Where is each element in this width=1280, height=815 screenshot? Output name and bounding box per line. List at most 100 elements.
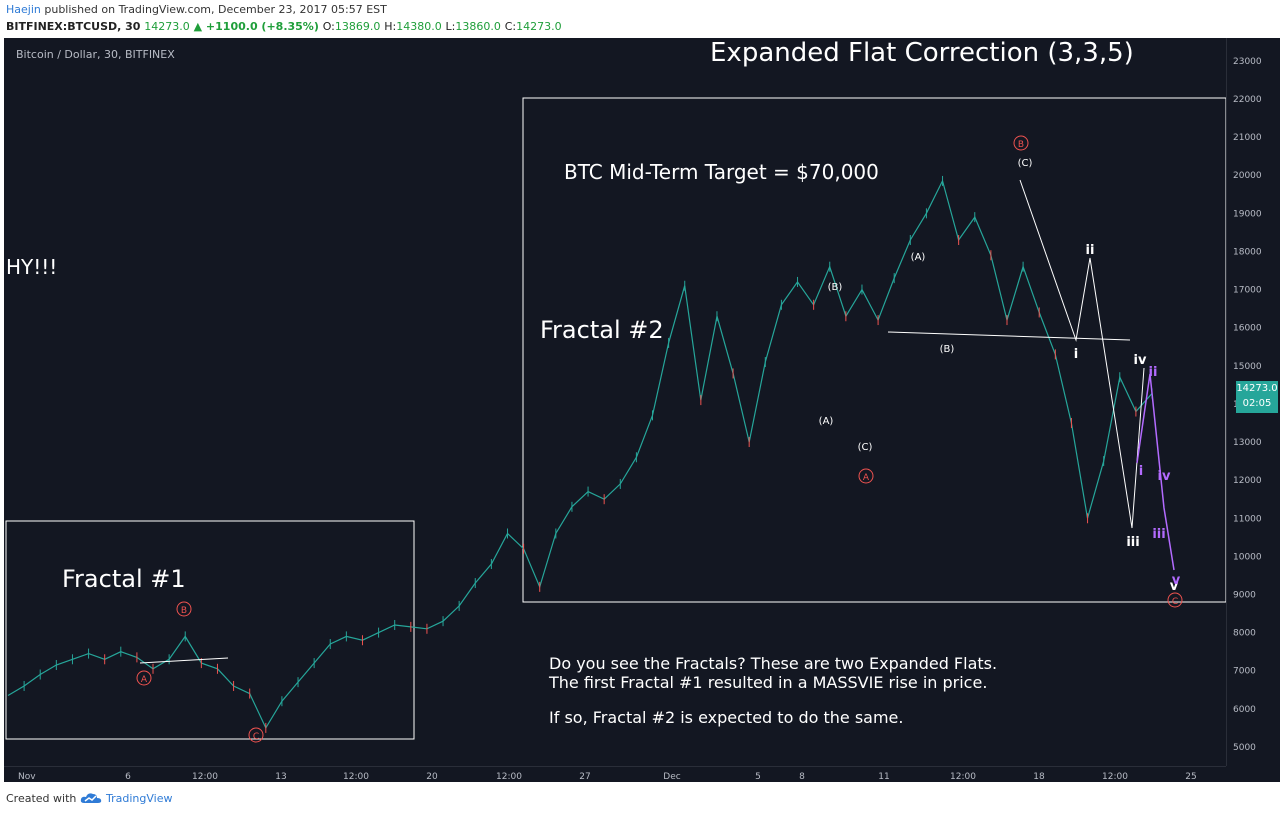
subwave-line — [1136, 373, 1175, 571]
wave-label-iv: iv — [1134, 353, 1147, 368]
wave-label-f2-A: A — [858, 468, 874, 484]
subwave-label-iii: iii — [1152, 527, 1165, 542]
note-line-2: The first Fractal #1 resulted in a MASSV… — [549, 673, 988, 692]
wave-label-iii: iii — [1126, 535, 1139, 550]
wave-label-f1-C-text: C — [253, 732, 259, 742]
last-price-tag: 14273.0 02:05 — [1236, 381, 1278, 413]
y-tick-label: 23000 — [1233, 57, 1262, 67]
x-tick-label: 12:00 — [496, 772, 522, 782]
publish-line: Haejin published on TradingView.com, Dec… — [6, 3, 387, 16]
open-label: O: — [322, 20, 335, 33]
x-tick-label: 8 — [799, 772, 805, 782]
header-bar: Haejin published on TradingView.com, Dec… — [0, 0, 1280, 38]
high-value: 14380.0 — [396, 20, 442, 33]
wave-label-f2-A-text: A — [863, 473, 870, 483]
y-tick-label: 7000 — [1233, 667, 1256, 677]
high-label: H: — [384, 20, 397, 33]
axis-corner — [1226, 766, 1280, 782]
y-tick-label: 9000 — [1233, 590, 1256, 600]
wave-label-f1-A: A — [136, 670, 152, 686]
wave-label-f2-B: B — [1013, 135, 1029, 151]
created-with-text: Created with — [6, 792, 77, 805]
wave-label-pA1: (A) — [819, 416, 834, 427]
wave-label-pC1: (C) — [858, 442, 873, 453]
x-tick-label: 12:00 — [343, 772, 369, 782]
y-tick-label: 8000 — [1233, 629, 1256, 639]
fractal1-box — [5, 520, 415, 740]
subwave-label-v: v — [1172, 573, 1181, 588]
tradingview-link[interactable]: TradingView — [106, 792, 173, 805]
wave-label-pB2: (B) — [940, 344, 955, 355]
close-label: C: — [504, 20, 517, 33]
wave-label-f1-B-text: B — [181, 606, 187, 616]
y-tick-label: 5000 — [1233, 743, 1256, 753]
price-series-line — [7, 179, 1153, 730]
y-tick-label: 16000 — [1233, 324, 1262, 334]
y-tick-label: 17000 — [1233, 286, 1262, 296]
target-annotation: BTC Mid-Term Target = $70,000 — [564, 160, 879, 184]
subwave-label-ii: ii — [1149, 365, 1158, 380]
wave-label-f1-C: C — [248, 727, 264, 743]
close-value: 14273.0 — [516, 20, 562, 33]
x-tick-label: 12:00 — [192, 772, 218, 782]
published-text: published on TradingView.com, December 2… — [44, 3, 387, 16]
chart-pane[interactable]: A B C A B C (A) (B) (C) (A) (B) (C) i — [4, 38, 1226, 766]
y-tick-label: 18000 — [1233, 247, 1262, 257]
y-tick-label: 22000 — [1233, 95, 1262, 105]
fractal1-label: Fractal #1 — [62, 565, 186, 593]
fractal2-b-line — [887, 331, 1131, 341]
author-link[interactable]: Haejin — [6, 3, 41, 16]
x-tick-label: 6 — [125, 772, 131, 782]
x-tick-label: 25 — [1185, 772, 1196, 782]
y-tick-label: 15000 — [1233, 362, 1262, 372]
wave-label-f2-C: C — [1167, 592, 1183, 608]
x-tick-label: 20 — [426, 772, 438, 782]
fractal1-b-line — [139, 657, 229, 664]
fractal2-box — [522, 97, 1226, 603]
wave-label-f1-B: B — [176, 601, 192, 617]
x-tick-label: Nov — [18, 772, 36, 782]
wave-label-v: v — [1170, 579, 1179, 594]
x-tick-label: 5 — [755, 772, 761, 782]
title-annotation: Expanded Flat Correction (3,3,5) — [710, 38, 1134, 68]
y-tick-label: 21000 — [1233, 133, 1262, 143]
wave-label-ii: ii — [1086, 243, 1095, 258]
x-tick-label: 27 — [579, 772, 590, 782]
x-tick-label: Dec — [663, 772, 680, 782]
y-tick-label: 6000 — [1233, 705, 1256, 715]
low-label: L: — [445, 20, 456, 33]
footer: Created with TradingView — [0, 782, 1280, 815]
y-tick-label: 20000 — [1233, 171, 1262, 181]
y-tick-label: 10000 — [1233, 552, 1262, 562]
countdown-timer: 02:05 — [1242, 398, 1272, 409]
price-plot[interactable]: A B C A B C (A) (B) (C) (A) (B) (C) i — [4, 38, 1226, 766]
symbol-label: BITFINEX:BTCUSD, 30 — [6, 20, 141, 33]
fractal2-label: Fractal #2 — [540, 316, 664, 344]
impulse-wave-line — [1019, 179, 1145, 529]
x-tick-label: 13 — [275, 772, 286, 782]
note-line-1: Do you see the Fractals? These are two E… — [549, 654, 998, 673]
wave-label-pA2: (A) — [911, 252, 926, 263]
wave-label-i: i — [1074, 347, 1078, 362]
x-tick-label: 12:00 — [950, 772, 976, 782]
subwave-label-iv: iv — [1158, 469, 1171, 484]
note-line-3: If so, Fractal #2 is expected to do the … — [549, 708, 904, 727]
change-value: ▲ +1100.0 (+8.35%) — [193, 20, 319, 33]
x-tick-label: 12:00 — [1102, 772, 1128, 782]
wave-label-pC2: (C) — [1018, 158, 1033, 169]
open-value: 13869.0 — [334, 20, 381, 33]
series-title: Bitcoin / Dollar, 30, BITFINEX — [16, 48, 175, 61]
wave-label-pB1: (B) — [828, 282, 843, 293]
x-tick-label: 18 — [1033, 772, 1045, 782]
x-tick-label: 11 — [878, 772, 889, 782]
wave-label-f2-C-text: C — [1172, 597, 1178, 607]
wave-label-f2-B-text: B — [1018, 140, 1024, 150]
y-tick-label: 19000 — [1233, 209, 1262, 219]
subwave-label-i: i — [1139, 464, 1143, 479]
last-price: 14273.0 — [144, 20, 190, 33]
y-tick-label: 12000 — [1233, 476, 1262, 486]
tradingview-cloud-icon — [80, 793, 102, 803]
time-axis[interactable]: Nov 6 12:00 13 12:00 20 12:00 27 Dec 5 8 11 12:00 18 1… — [4, 766, 1226, 783]
hy-annotation: HY!!! — [6, 255, 58, 279]
symbol-line: BITFINEX:BTCUSD, 30 14273.0 ▲ +1100.0 (+… — [6, 20, 562, 33]
